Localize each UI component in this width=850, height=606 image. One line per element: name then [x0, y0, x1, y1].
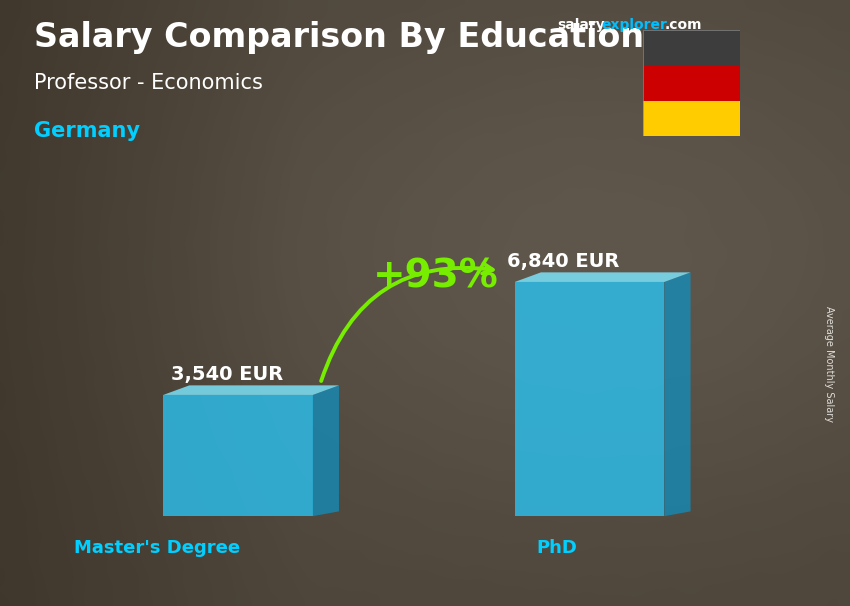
Bar [643, 65, 740, 101]
Text: PhD: PhD [536, 539, 577, 558]
Text: Germany: Germany [34, 121, 140, 141]
Text: Salary Comparison By Education: Salary Comparison By Education [34, 21, 644, 54]
Text: Average Monthly Salary: Average Monthly Salary [824, 305, 834, 422]
Text: Professor - Economics: Professor - Economics [34, 73, 263, 93]
Polygon shape [163, 395, 313, 516]
Polygon shape [515, 282, 665, 516]
Polygon shape [515, 272, 690, 282]
Bar [643, 101, 740, 136]
Text: explorer: explorer [602, 18, 667, 32]
Text: Master's Degree: Master's Degree [74, 539, 241, 558]
Bar [643, 30, 740, 65]
Polygon shape [665, 272, 690, 516]
Text: salary: salary [557, 18, 604, 32]
Polygon shape [163, 385, 339, 395]
Text: +93%: +93% [373, 258, 499, 296]
Text: .com: .com [665, 18, 702, 32]
Text: 3,540 EUR: 3,540 EUR [171, 365, 283, 384]
Text: 6,840 EUR: 6,840 EUR [507, 252, 620, 271]
Polygon shape [313, 385, 339, 516]
